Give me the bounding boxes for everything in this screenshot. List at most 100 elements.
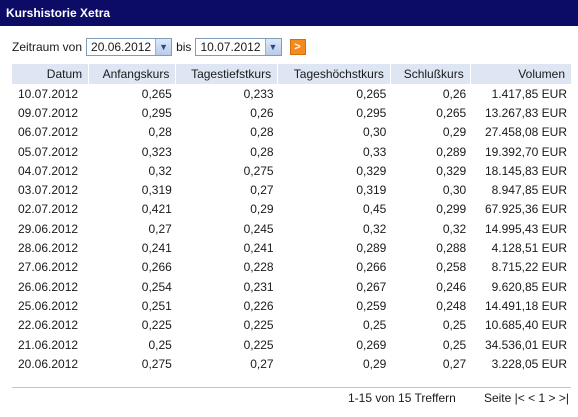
col-anfangskurs-cell: 0,225 [141,318,172,333]
to-label: bis [176,40,192,54]
col-tagestiefstkurs-cell: 0,231 [243,279,274,294]
to-date-value: 10.07.2012 [200,40,261,54]
col-anfangskurs-cell: 0,251 [141,298,172,313]
table-row: 02.07.2012 0,421 0,29 0,45 0,299 67.925,36 EU… [12,200,571,219]
col-volumen-cell: 1.417,85 EUR [491,86,567,101]
col-schlusskurs-cell: 0,25 [442,318,467,333]
col-datum-cell: 29.06.2012 [18,221,79,236]
col-tageshoechstkurs-header: Tageshöchstkurs [277,64,391,84]
col-anfangskurs-cell: 0,254 [141,279,172,294]
pagination: Seite |< < 1 > >| [484,391,569,405]
col-tageshoechstkurs-cell: 0,289 [356,241,387,256]
col-datum-cell: 27.06.2012 [18,260,79,275]
col-tagestiefstkurs-cell: 0,28 [250,125,274,140]
col-datum-cell: 04.07.2012 [18,163,79,178]
col-tageshoechstkurs-cell: 0,259 [356,298,387,313]
col-volumen-cell: 67.925,36 EUR [484,202,567,217]
pager-last-link[interactable]: >| [558,391,569,405]
pager-current-page: 1 [538,391,546,405]
col-datum-cell: 26.06.2012 [18,279,79,294]
from-date-value: 20.06.2012 [91,40,152,54]
col-schlusskurs-cell: 0,258 [436,260,467,275]
col-volumen-cell: 4.128,51 EUR [491,241,567,256]
table-footer: 1-15 von 15 Treffern Seite |< < 1 > >| [12,391,571,407]
col-volumen-cell: 9.620,85 EUR [491,279,567,294]
col-schlusskurs-cell: 0,329 [436,163,467,178]
col-volumen-cell: 19.392,70 EUR [484,144,567,159]
col-volumen-cell: 3.228,05 EUR [491,356,567,371]
col-tagestiefstkurs-cell: 0,241 [243,241,274,256]
col-schlusskurs-cell: 0,288 [436,241,467,256]
col-tagestiefstkurs-cell: 0,28 [250,144,274,159]
col-anfangskurs-cell: 0,266 [141,260,172,275]
pager-next-link[interactable]: > [548,391,556,405]
col-tageshoechstkurs-cell: 0,329 [356,163,387,178]
go-button[interactable]: > [289,39,306,55]
col-datum-cell: 25.06.2012 [18,298,79,313]
col-tagestiefstkurs-cell: 0,26 [250,105,274,120]
col-tageshoechstkurs-cell: 0,25 [362,318,387,333]
col-tageshoechstkurs-cell: 0,29 [362,356,387,371]
table-row: 04.07.2012 0,32 0,275 0,329 0,329 18.145,83 E… [12,161,571,180]
col-tageshoechstkurs-cell: 0,269 [356,337,387,352]
pager-prev-link[interactable]: < [528,391,536,405]
col-volumen-cell: 10.685,40 EUR [484,318,567,333]
col-anfangskurs-cell: 0,323 [141,144,172,159]
table-row: 25.06.2012 0,251 0,226 0,259 0,248 14.491,18 … [12,296,571,315]
col-volumen-cell: 8.947,85 EUR [491,183,567,198]
col-schlusskurs-cell: 0,27 [442,356,467,371]
price-history-table: Datum Anfangskurs Tagestiefstkurs Tageshöch… [12,64,571,373]
to-date-select[interactable]: 10.07.2012 ▼ [195,38,282,56]
col-volumen-cell: 14.995,43 EUR [484,221,567,236]
col-tagestiefstkurs-cell: 0,27 [250,183,274,198]
table-header-row: Datum Anfangskurs Tagestiefstkurs Tageshöch… [12,64,571,84]
col-anfangskurs-header: Anfangskurs [88,64,177,84]
col-schlusskurs-cell: 0,248 [436,298,467,313]
col-tagestiefstkurs-cell: 0,275 [243,163,274,178]
col-tageshoechstkurs-cell: 0,265 [356,86,387,101]
chevron-down-icon: ▼ [264,39,281,55]
col-tagestiefstkurs-cell: 0,225 [243,318,274,333]
table-row: 05.07.2012 0,323 0,28 0,33 0,289 19.392,70 EU… [12,142,571,161]
col-schlusskurs-cell: 0,29 [442,125,467,140]
from-date-select[interactable]: 20.06.2012 ▼ [86,38,173,56]
col-volumen-cell: 27.458,08 EUR [484,125,567,140]
col-volumen-header: Volumen [470,64,571,84]
col-tageshoechstkurs-cell: 0,32 [362,221,387,236]
col-anfangskurs-cell: 0,27 [148,221,172,236]
col-tagestiefstkurs-cell: 0,225 [243,337,274,352]
col-volumen-cell: 18.145,83 EUR [484,163,567,178]
col-anfangskurs-cell: 0,32 [148,163,172,178]
col-datum-cell: 20.06.2012 [18,356,79,371]
col-tageshoechstkurs-cell: 0,319 [356,183,387,198]
col-schlusskurs-cell: 0,246 [436,279,467,294]
col-schlusskurs-cell: 0,32 [442,221,467,236]
col-tagestiefstkurs-cell: 0,233 [243,86,274,101]
col-anfangskurs-cell: 0,241 [141,241,172,256]
col-datum-header: Datum [12,64,90,84]
col-tageshoechstkurs-cell: 0,33 [362,144,387,159]
col-tageshoechstkurs-cell: 0,267 [356,279,387,294]
table-row: 29.06.2012 0,27 0,245 0,32 0,32 14.995,43 EUR [12,219,571,238]
col-schlusskurs-cell: 0,30 [442,183,467,198]
col-schlusskurs-cell: 0,25 [442,337,467,352]
table-row: 09.07.2012 0,295 0,26 0,295 0,265 13.267,83 E… [12,103,571,122]
table-row: 20.06.2012 0,275 0,27 0,29 0,27 3.228,05 EUR [12,354,571,373]
col-schlusskurs-cell: 0,299 [436,202,467,217]
col-datum-cell: 02.07.2012 [18,202,79,217]
from-label: Zeitraum von [12,40,83,54]
col-tagestiefstkurs-cell: 0,245 [243,221,274,236]
pager-first-link[interactable]: |< [514,391,525,405]
table-row: 26.06.2012 0,254 0,231 0,267 0,246 9.620,85 E… [12,277,571,296]
col-schlusskurs-cell: 0,265 [436,105,467,120]
col-tagestiefstkurs-cell: 0,226 [243,298,274,313]
table-body: 10.07.2012 0,265 0,233 0,265 0,26 1.417,85 EU… [12,84,571,373]
col-tagestiefstkurs-cell: 0,29 [250,202,274,217]
col-anfangskurs-cell: 0,319 [141,183,172,198]
table-row: 22.06.2012 0,225 0,225 0,25 0,25 10.685,40 EU… [12,316,571,335]
col-schlusskurs-cell: 0,289 [436,144,467,159]
table-row: 10.07.2012 0,265 0,233 0,265 0,26 1.417,85 EU… [12,84,571,103]
col-schlusskurs-header: Schlußkurs [390,64,471,84]
col-tageshoechstkurs-cell: 0,266 [356,260,387,275]
col-datum-cell: 05.07.2012 [18,144,79,159]
